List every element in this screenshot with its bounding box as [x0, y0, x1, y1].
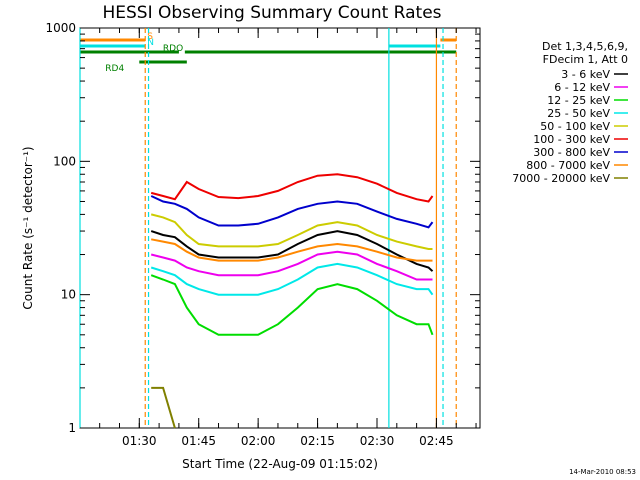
chart-title: HESSI Observing Summary Count Rates: [102, 3, 441, 23]
series-line: [150, 250, 433, 281]
x-tick-label: 01:45: [181, 434, 216, 448]
legend-label: 3 - 6 keV: [561, 68, 610, 81]
legend-label: 12 - 25 keV: [547, 94, 610, 107]
series-line: [150, 173, 434, 203]
flag-bars-layer: SN RDO RD4: [80, 32, 457, 74]
legend-label: 7000 - 20000 keV: [512, 172, 610, 185]
legend-header: FDecim 1, Att 0: [543, 53, 628, 66]
series-line: [150, 230, 434, 272]
x-tick-label: 02:30: [360, 434, 395, 448]
series-line: [151, 386, 176, 429]
footer-timestamp: 14-Mar-2010 08:53: [569, 468, 636, 476]
series-line: [150, 274, 434, 336]
y-tick-label: 100: [53, 154, 76, 168]
series-line: [150, 262, 434, 296]
x-tick-label: 01:30: [122, 434, 157, 448]
x-tick-label: 02:00: [241, 434, 276, 448]
flag-label: RDO: [163, 44, 183, 54]
series-line: [151, 238, 433, 262]
y-axis-label: Count Rate (s⁻¹ detector⁻¹): [21, 146, 35, 309]
x-tick-label: 02:15: [300, 434, 335, 448]
y-tick-label: 10: [61, 288, 76, 302]
plot-frame: [79, 27, 481, 429]
x-axis: 01:30 01:45 02:00 02:15 02:30 02:45: [99, 28, 477, 448]
series-layer: [150, 173, 434, 429]
legend: Det 1,3,4,5,6,9,FDecim 1, Att 0 3 - 6 keV…: [512, 40, 628, 185]
flag-label: RD4: [105, 64, 124, 74]
y-tick-label: 1: [68, 421, 76, 435]
series-line: [150, 195, 434, 229]
legend-label: 50 - 100 keV: [540, 120, 610, 133]
legend-label: 25 - 50 keV: [547, 107, 610, 120]
vertical-markers-layer: [79, 28, 457, 428]
flag-label: S: [147, 32, 153, 42]
y-axis: 1 10 100 1000: [45, 21, 480, 435]
x-tick-label: 02:45: [419, 434, 454, 448]
y-tick-label: 1000: [45, 21, 76, 35]
legend-label: 100 - 300 keV: [533, 133, 610, 146]
flag-label: N: [147, 38, 154, 48]
legend-label: 800 - 7000 keV: [526, 159, 610, 172]
legend-header: Det 1,3,4,5,6,9,: [542, 40, 628, 53]
series-line: [150, 213, 433, 250]
legend-label: 300 - 800 keV: [533, 146, 610, 159]
x-axis-label: Start Time (22-Aug-09 01:15:02): [182, 457, 378, 471]
legend-label: 6 - 12 keV: [554, 81, 610, 94]
